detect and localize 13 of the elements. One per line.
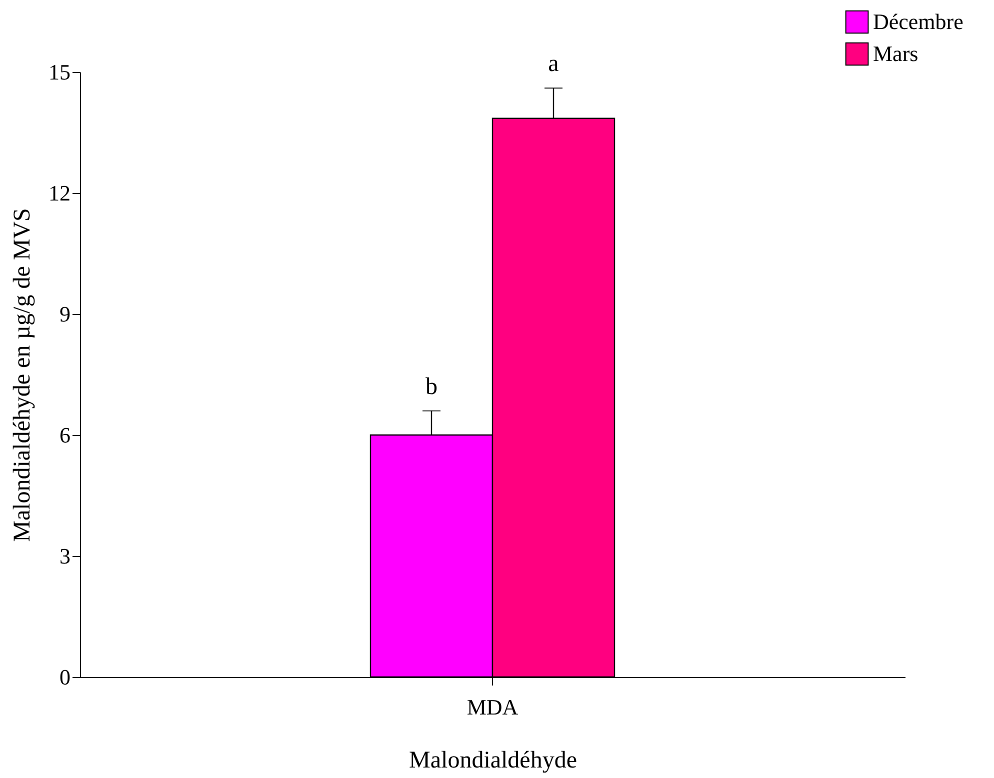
annotation: b	[425, 374, 438, 400]
legend-label: Décembre	[873, 9, 964, 34]
y-tick-label: 12	[48, 180, 70, 206]
y-tick-label: 0	[60, 664, 70, 690]
annotation: a	[548, 51, 560, 78]
legend-label: Mars	[873, 41, 918, 66]
y-tick-label: 9	[60, 302, 70, 326]
x-tick-label: MDA	[466, 694, 518, 720]
x-axis-title: Malondialdéhyde	[409, 748, 577, 774]
y-tick-label: 6	[60, 422, 70, 448]
y-tick-label: 3	[60, 544, 70, 568]
y-tick-label: 15	[48, 60, 70, 84]
y-axis-title: Malondialdéhyde en µg/g de MVS	[10, 208, 36, 542]
